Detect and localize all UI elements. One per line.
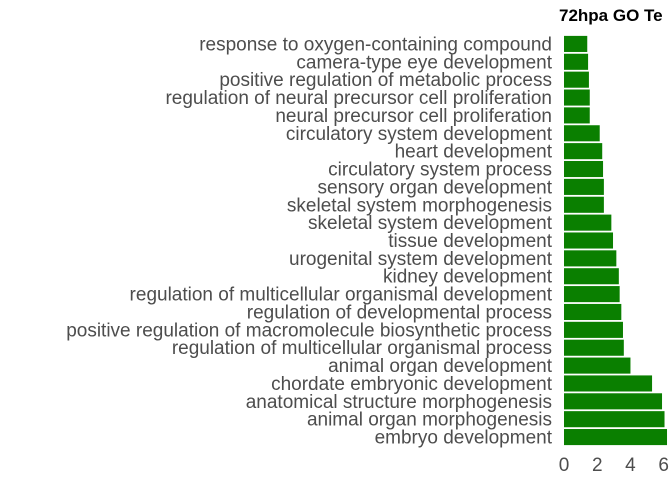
bar: [564, 53, 589, 70]
bar: [564, 89, 590, 106]
bar: [564, 393, 663, 410]
bar: [564, 339, 624, 356]
bar: [564, 268, 619, 285]
bar: [564, 178, 604, 195]
bar: [564, 125, 600, 142]
bar: [564, 196, 604, 213]
category-label: sensory organ development: [318, 177, 553, 198]
bar: [564, 321, 623, 338]
category-label: circulatory system process: [328, 160, 552, 181]
x-tick-label: 2: [592, 455, 603, 476]
category-labels-group: response to oxygen-containing compoundca…: [66, 34, 553, 448]
category-label: skeletal system development: [308, 213, 553, 234]
category-label: camera-type eye development: [296, 52, 552, 73]
category-label: response to oxygen-containing compound: [199, 34, 552, 55]
bar: [564, 411, 665, 428]
bars-group: [564, 35, 668, 446]
bar: [564, 214, 612, 231]
bar: [564, 250, 617, 267]
category-label: regulation of multicellular organismal d…: [130, 285, 553, 306]
category-label: positive regulation of metabolic process: [219, 70, 552, 91]
bar: [564, 35, 588, 52]
category-label: circulatory system development: [286, 124, 553, 145]
bar: [564, 303, 622, 321]
bar: [564, 232, 614, 249]
category-label: regulation of developmental process: [247, 302, 552, 323]
bar: [564, 286, 620, 303]
bar: [564, 160, 604, 178]
category-label: kidney development: [383, 267, 553, 288]
category-label: chordate embryonic development: [271, 374, 553, 395]
x-tick-label: 0: [559, 455, 570, 476]
bar: [564, 71, 589, 88]
bar: [564, 357, 631, 374]
bar: [564, 107, 590, 124]
category-label: animal organ development: [328, 356, 553, 377]
category-label: neural precursor cell proliferation: [275, 106, 552, 127]
category-label: anatomical structure morphogenesis: [246, 392, 552, 413]
category-label: urogenital system development: [289, 249, 553, 270]
bar: [564, 429, 668, 446]
category-label: skeletal system morphogenesis: [287, 195, 552, 216]
bar: [564, 375, 653, 392]
category-label: animal organ morphogenesis: [307, 410, 552, 431]
chart-title: 72hpa GO Te: [559, 6, 663, 25]
category-label: tissue development: [388, 231, 552, 252]
category-label: embryo development: [375, 428, 553, 449]
bar: [564, 143, 603, 160]
category-label: regulation of multicellular organismal p…: [172, 338, 552, 359]
category-label: regulation of neural precursor cell prol…: [165, 88, 552, 109]
category-label: positive regulation of macromolecule bio…: [66, 320, 552, 341]
x-axis-ticks-group: 0 2 4 6: [559, 455, 669, 476]
x-tick-label: 6: [658, 455, 669, 476]
x-tick-label: 4: [625, 455, 636, 476]
category-label: heart development: [395, 142, 553, 163]
